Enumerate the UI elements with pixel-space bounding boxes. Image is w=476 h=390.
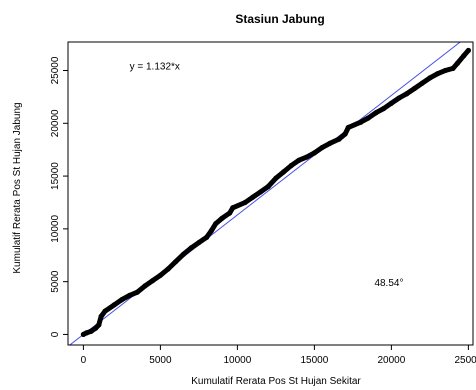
y-tick-label: 25000 bbox=[50, 56, 61, 84]
data-point bbox=[288, 162, 294, 169]
data-point bbox=[465, 47, 471, 54]
plot-frame bbox=[67, 41, 474, 346]
data-point bbox=[203, 234, 210, 240]
angle-annotation: 48.54° bbox=[374, 278, 403, 289]
x-tick-label: 15000 bbox=[300, 355, 328, 366]
data-point bbox=[319, 144, 325, 151]
data-point bbox=[450, 65, 456, 71]
data-point bbox=[150, 277, 156, 284]
data-point bbox=[219, 215, 225, 221]
data-point bbox=[230, 205, 236, 211]
data-point bbox=[242, 199, 248, 206]
data-point bbox=[273, 175, 279, 181]
data-series-line bbox=[80, 47, 471, 337]
data-point bbox=[208, 228, 214, 234]
data-point bbox=[427, 75, 433, 81]
data-point bbox=[102, 308, 108, 314]
data-point bbox=[311, 150, 317, 156]
y-tick-label: 15000 bbox=[50, 162, 61, 190]
x-tick-label: 0 bbox=[81, 355, 87, 366]
data-point bbox=[227, 210, 233, 216]
data-point bbox=[388, 100, 394, 106]
chart-title: Stasiun Jabung bbox=[235, 12, 324, 26]
y-tick-label: 10000 bbox=[50, 215, 61, 243]
data-point bbox=[196, 239, 202, 246]
data-point bbox=[357, 119, 364, 125]
data-point bbox=[250, 194, 256, 200]
data-point bbox=[188, 245, 194, 251]
data-point bbox=[142, 283, 148, 289]
data-point bbox=[304, 154, 310, 160]
data-point bbox=[165, 266, 171, 272]
data-point bbox=[373, 110, 379, 116]
data-point bbox=[455, 60, 461, 66]
data-point bbox=[442, 67, 448, 74]
data-point bbox=[411, 85, 418, 92]
data-point bbox=[381, 105, 387, 112]
y-axis-label: Kumulatif Rerata Pos St Hujan Jabung bbox=[12, 102, 23, 273]
x-tick-label: 25000 bbox=[454, 355, 476, 366]
y-tick-label: 0 bbox=[50, 331, 61, 337]
plot-area: 0 5000 10000 15000 20000 25000 0 5000 10000 15000… bbox=[50, 41, 476, 366]
regression-line bbox=[68, 42, 462, 345]
equation-annotation: y = 1.132*x bbox=[130, 61, 180, 72]
data-point bbox=[461, 53, 467, 59]
data-point bbox=[342, 131, 348, 137]
data-point bbox=[213, 220, 219, 227]
x-tick-label: 5000 bbox=[149, 355, 172, 366]
data-point bbox=[119, 297, 125, 303]
data-point bbox=[434, 71, 441, 77]
data-point bbox=[126, 292, 133, 298]
data-point bbox=[265, 184, 271, 190]
data-point bbox=[365, 115, 371, 121]
data-point bbox=[180, 251, 187, 257]
data-point bbox=[157, 272, 163, 278]
data-point bbox=[280, 169, 287, 175]
x-tick-label: 20000 bbox=[377, 355, 405, 366]
data-point bbox=[257, 189, 264, 195]
x-axis-label: Kumulatif Rerata Pos St Hujan Sekitar bbox=[191, 376, 361, 387]
data-point bbox=[134, 289, 140, 295]
data-point bbox=[296, 157, 302, 163]
data-point bbox=[96, 322, 102, 328]
data-point bbox=[419, 80, 425, 86]
data-point bbox=[83, 330, 90, 336]
data-point bbox=[404, 91, 410, 97]
data-point bbox=[98, 313, 104, 320]
data-point bbox=[111, 302, 117, 308]
x-tick-label: 10000 bbox=[223, 355, 251, 366]
data-point bbox=[88, 328, 94, 334]
data-point bbox=[173, 258, 179, 265]
y-tick-label: 5000 bbox=[50, 270, 61, 293]
data-point bbox=[336, 136, 342, 142]
data-point bbox=[327, 140, 333, 146]
y-tick-label: 20000 bbox=[50, 109, 61, 137]
data-point bbox=[345, 124, 351, 131]
data-point bbox=[396, 95, 402, 101]
